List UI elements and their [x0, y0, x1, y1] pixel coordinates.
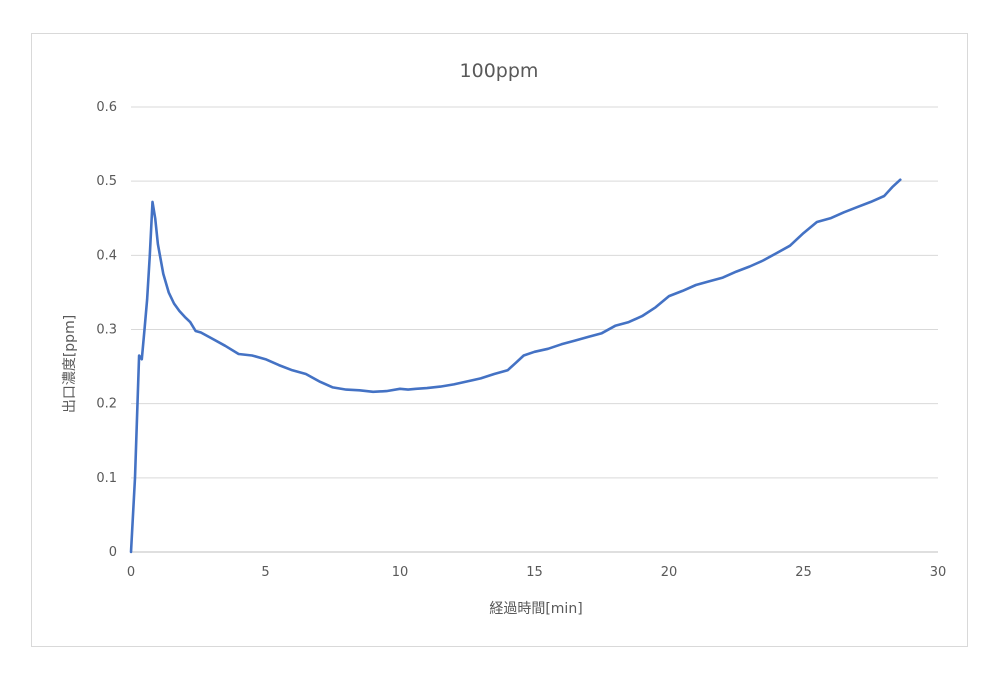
y-axis-title: 出口濃度[ppm] — [62, 315, 78, 413]
x-axis-title: 経過時間[min] — [489, 601, 582, 617]
x-tick-label: 30 — [930, 565, 947, 580]
y-tick-label: 0.1 — [96, 471, 117, 486]
y-tick-label: 0.2 — [96, 397, 117, 412]
chart-frame: 0 0.1 0.2 0.3 0.4 0.5 0.6 0 5 10 15 20 25 30 100ppm 経… — [31, 33, 968, 647]
x-tick-label: 25 — [795, 565, 812, 580]
series-line — [129, 178, 902, 554]
series-layer — [129, 178, 902, 554]
chart-title: 100ppm — [460, 60, 539, 82]
y-tick-label: 0.6 — [96, 100, 117, 115]
tick-labels: 0 0.1 0.2 0.3 0.4 0.5 0.6 0 5 10 15 20 25 30 — [96, 100, 946, 580]
x-tick-label: 0 — [127, 565, 135, 580]
chart-svg: 0 0.1 0.2 0.3 0.4 0.5 0.6 0 5 10 15 20 25 30 100ppm 経… — [62, 60, 946, 617]
y-tick-label: 0.3 — [96, 323, 117, 338]
y-tick-label: 0 — [109, 545, 117, 560]
x-tick-label: 15 — [526, 565, 543, 580]
x-tick-label: 10 — [392, 565, 409, 580]
gridlines — [131, 106, 938, 479]
y-tick-label: 0.4 — [96, 248, 117, 263]
x-tick-label: 5 — [261, 565, 269, 580]
x-tick-label: 20 — [661, 565, 678, 580]
y-tick-label: 0.5 — [96, 174, 117, 189]
